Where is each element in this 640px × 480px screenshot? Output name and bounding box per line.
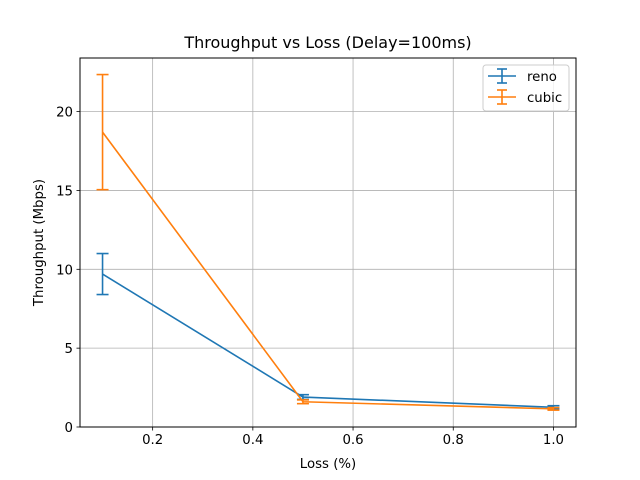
y-tick-label: 20 [56,106,73,121]
x-tick-label: 0.8 [443,433,464,448]
legend-entry-reno: reno [488,68,557,85]
plot-frame [79,57,577,428]
x-tick-label: 0.2 [142,433,163,448]
axis-ticks: 0.2 0.4 0.6 0.8 1.0 0 5 10 15 20 [56,106,564,448]
y-tick-label: 0 [65,421,73,436]
y-tick-label: 15 [56,184,73,199]
y-tick-label: 10 [56,263,73,278]
chart-title: Throughput vs Loss (Delay=100ms) [183,33,471,52]
series-layer [96,73,560,411]
series-cubic [96,73,560,411]
legend: reno cubic [482,64,570,112]
legend-entry-cubic: cubic [488,89,562,106]
x-tick-label: 0.6 [342,433,363,448]
legend-label-cubic: cubic [527,91,562,106]
y-tick-label: 5 [65,342,73,357]
x-tick-label: 0.4 [242,433,263,448]
y-axis-label: Throughput (Mbps) [32,179,47,307]
x-tick-label: 1.0 [543,433,564,448]
legend-label-reno: reno [527,70,557,85]
x-axis-label: Loss (%) [300,457,356,472]
